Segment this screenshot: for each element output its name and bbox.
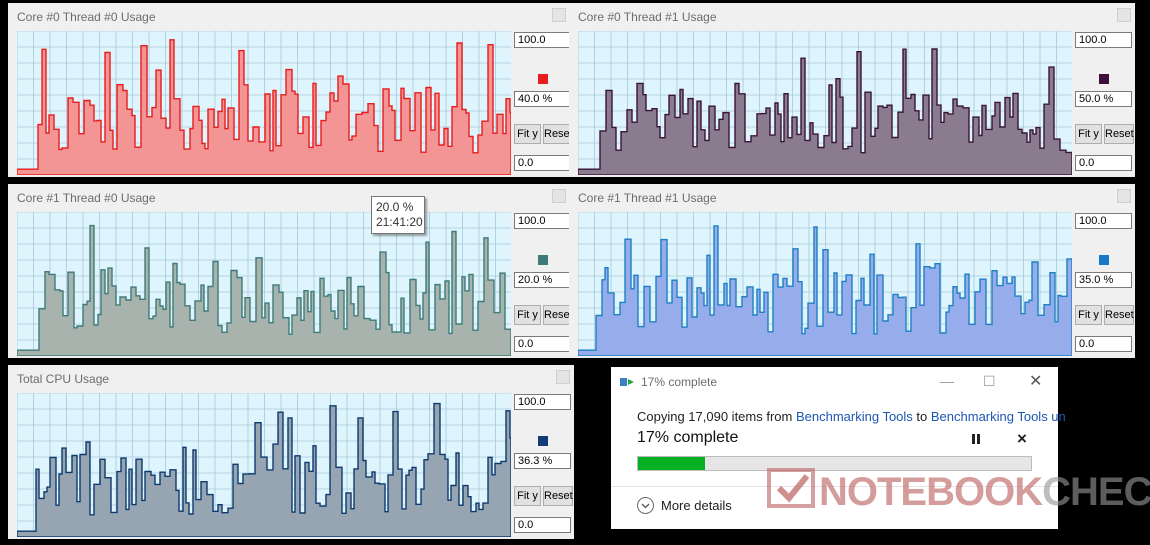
- tooltip-time: 21:41:20: [376, 215, 423, 229]
- fit-y-button[interactable]: Fit y: [1075, 124, 1102, 144]
- reset-button[interactable]: Reset: [1104, 124, 1134, 144]
- usage-graph: [17, 31, 511, 175]
- destination-folder-link[interactable]: Benchmarking Tools un: [930, 409, 1066, 424]
- color-swatch: [538, 255, 548, 265]
- fit-y-button[interactable]: Fit y: [514, 486, 541, 506]
- panel-title: Core #1 Thread #1 Usage: [578, 191, 717, 205]
- current-value-field: 20.0 %: [514, 272, 571, 288]
- divider: [611, 486, 1058, 487]
- cpu-panel-total: Total CPU Usage 100.0 36.3 % Fit y Reset…: [8, 365, 574, 539]
- watermark-part2: CHECK: [1042, 470, 1150, 514]
- reset-button[interactable]: Reset: [543, 124, 573, 144]
- close-icon[interactable]: [552, 189, 566, 203]
- reset-button[interactable]: Reset: [543, 486, 573, 506]
- usage-graph: [578, 212, 1072, 356]
- max-value-field[interactable]: 100.0: [514, 32, 571, 48]
- min-value-field[interactable]: 0.0: [1075, 155, 1132, 171]
- usage-graph: [17, 393, 511, 537]
- cpu-panel-core1-thread0: Core #1 Thread #0 Usage 100.0 20.0 % Fit…: [8, 184, 573, 358]
- cpu-panel-core0-thread0: Core #0 Thread #0 Usage 100.0 40.0 % Fit…: [8, 3, 573, 177]
- close-icon[interactable]: [1117, 189, 1131, 203]
- dialog-title: 17% complete: [641, 375, 718, 389]
- current-value-field: 40.0 %: [514, 91, 571, 107]
- graph-tooltip: 20.0 % 21:41:20: [371, 196, 425, 234]
- close-icon[interactable]: [552, 8, 566, 22]
- close-icon[interactable]: ✕: [1029, 373, 1043, 390]
- panel-title: Core #0 Thread #0 Usage: [17, 10, 156, 24]
- usage-trace: [578, 48, 1072, 175]
- max-value-field[interactable]: 100.0: [514, 213, 571, 229]
- fit-y-button[interactable]: Fit y: [514, 124, 541, 144]
- usage-trace: [578, 225, 1072, 356]
- color-swatch: [538, 436, 548, 446]
- chevron-down-icon: [637, 497, 654, 514]
- max-value-field[interactable]: 100.0: [1075, 32, 1132, 48]
- usage-trace: [17, 402, 511, 537]
- close-icon[interactable]: [1117, 8, 1131, 22]
- copy-progress-dialog: 17% complete — ☐ ✕ Copying 17,090 items …: [611, 367, 1066, 529]
- tooltip-value: 20.0 %: [376, 200, 414, 214]
- usage-trace: [17, 39, 511, 175]
- maximize-icon[interactable]: ☐: [983, 373, 996, 389]
- panel-title: Total CPU Usage: [17, 372, 110, 386]
- current-value-field: 35.0 %: [1075, 272, 1132, 288]
- reset-button[interactable]: Reset: [1104, 305, 1134, 325]
- source-folder-link[interactable]: Benchmarking Tools: [795, 409, 913, 424]
- copy-icon: [620, 378, 634, 386]
- close-icon[interactable]: [556, 370, 570, 384]
- current-value-field: 36.3 %: [514, 453, 571, 469]
- copy-progress-fill: [638, 457, 705, 470]
- copy-description: Copying 17,090 items from Benchmarking T…: [637, 409, 1066, 424]
- min-value-field[interactable]: 0.0: [514, 155, 571, 171]
- pause-icon[interactable]: [970, 433, 982, 445]
- cpu-panel-core0-thread1: Core #0 Thread #1 Usage 100.0 50.0 % Fit…: [569, 3, 1135, 177]
- cpu-panel-core1-thread1: Core #1 Thread #1 Usage 100.0 35.0 % Fit…: [569, 184, 1135, 358]
- min-value-field[interactable]: 0.0: [1075, 336, 1132, 352]
- minimize-icon[interactable]: —: [940, 373, 954, 389]
- color-swatch: [538, 74, 548, 84]
- copy-status: 17% complete: [637, 429, 739, 446]
- usage-graph: [578, 31, 1072, 175]
- min-value-field[interactable]: 0.0: [514, 517, 571, 533]
- current-value-field: 50.0 %: [1075, 91, 1132, 107]
- usage-trace: [17, 224, 511, 356]
- copy-progress-bar: [637, 456, 1032, 471]
- copy-mid: to: [912, 409, 931, 424]
- panel-title: Core #0 Thread #1 Usage: [578, 10, 717, 24]
- copy-prefix: Copying 17,090 items from: [637, 409, 796, 424]
- cancel-copy-icon[interactable]: ×: [1017, 429, 1027, 448]
- fit-y-button[interactable]: Fit y: [1075, 305, 1102, 325]
- color-swatch: [1099, 255, 1109, 265]
- fit-y-button[interactable]: Fit y: [514, 305, 541, 325]
- min-value-field[interactable]: 0.0: [514, 336, 571, 352]
- panel-title: Core #1 Thread #0 Usage: [17, 191, 156, 205]
- max-value-field[interactable]: 100.0: [1075, 213, 1132, 229]
- max-value-field[interactable]: 100.0: [514, 394, 571, 410]
- more-details-label: More details: [661, 498, 732, 513]
- color-swatch: [1099, 74, 1109, 84]
- usage-graph: [17, 212, 511, 356]
